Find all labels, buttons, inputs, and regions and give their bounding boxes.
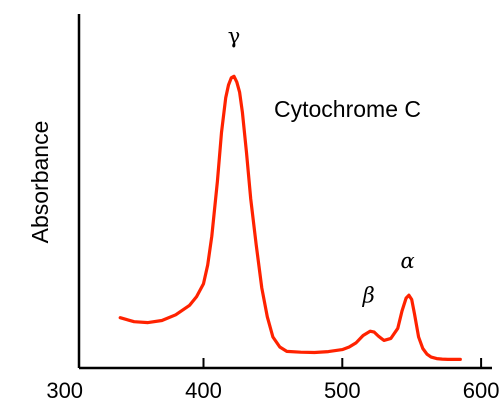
- peak-label: β: [362, 283, 375, 307]
- chart-title: Cytochrome C: [274, 96, 421, 122]
- x-tick-label: 500: [324, 378, 361, 403]
- x-tick-label: 600: [463, 378, 500, 403]
- x-ticks: [202, 358, 483, 368]
- peak-label: γ: [228, 24, 241, 48]
- x-tick-label: 300: [46, 378, 83, 403]
- axes: [77, 14, 492, 370]
- series-line-0: [118, 74, 462, 361]
- y-axis-label: Absorbance: [27, 121, 53, 244]
- peak-label: α: [400, 249, 414, 273]
- x-tick-label: 400: [185, 378, 222, 403]
- series-group: [118, 74, 462, 361]
- peak-labels: γ β α: [228, 24, 415, 307]
- x-tick-labels: 300 400 500 600: [46, 378, 499, 403]
